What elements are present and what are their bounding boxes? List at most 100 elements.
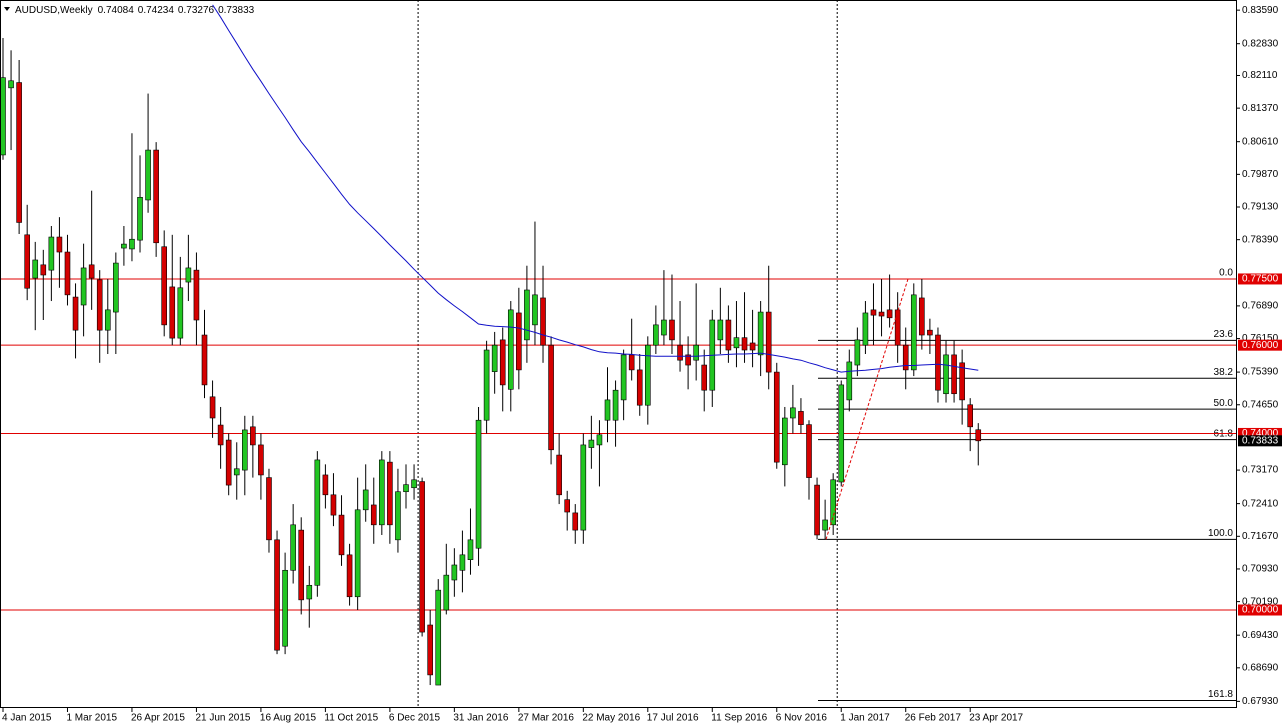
candle-body — [88, 264, 95, 279]
candle-body — [910, 294, 917, 371]
candle-body — [298, 529, 305, 601]
candle-body — [935, 334, 941, 391]
candle-body — [741, 337, 748, 351]
candle-body — [628, 354, 635, 371]
candle-body — [161, 246, 167, 326]
candle-body — [685, 354, 691, 366]
candle-body — [56, 236, 63, 253]
candle-body — [612, 389, 619, 421]
y-tick-label: 0.72410 — [1242, 498, 1279, 509]
candle-body — [967, 404, 974, 428]
y-tick-label: 0.82830 — [1242, 38, 1279, 49]
candle-body — [604, 399, 611, 421]
candle-body — [838, 384, 845, 483]
y-tick-label: 0.76890 — [1242, 301, 1279, 312]
fib-level-label: 0.0 — [1219, 268, 1233, 279]
candle-body — [451, 564, 458, 581]
y-tick-label: 0.73170 — [1242, 465, 1279, 476]
candle-body — [233, 468, 240, 476]
candle-body — [798, 411, 804, 425]
candle-body — [346, 554, 353, 598]
candle-body — [733, 337, 740, 349]
candle-body — [217, 424, 224, 446]
candle-body — [258, 444, 264, 476]
level-label: 0.74000 — [1242, 428, 1279, 439]
candle-body — [8, 80, 14, 89]
candle-body — [387, 461, 393, 526]
y-tick-label: 0.69430 — [1242, 630, 1279, 641]
x-tick-label: 11 Sep 2016 — [711, 713, 767, 724]
x-tick-label: 31 Jan 2016 — [453, 713, 508, 724]
candle-body — [403, 484, 409, 493]
high-value: 0.74234 — [138, 5, 175, 16]
candle-body — [620, 354, 627, 401]
candle-body — [975, 429, 982, 442]
candle-body — [467, 539, 474, 560]
low-value: 0.73276 — [178, 5, 215, 16]
candle-layer — [0, 4, 982, 686]
candle-body — [121, 243, 127, 249]
candle-body — [0, 77, 6, 156]
level-box — [1238, 273, 1282, 285]
fib-trend-line — [825, 278, 909, 540]
candle-body — [153, 149, 159, 244]
candle-body — [290, 524, 296, 571]
y-tick-label: 0.78390 — [1242, 234, 1279, 245]
fib-level-label: 38.2 — [1214, 367, 1234, 378]
candle-body — [427, 624, 433, 676]
y-tick-label: 0.75390 — [1242, 367, 1279, 378]
candle-body — [483, 349, 490, 421]
y-tick-label: 0.79870 — [1242, 169, 1279, 180]
candle-body — [411, 479, 417, 489]
menu-triangle — [4, 7, 10, 11]
x-tick-label: 17 Jul 2016 — [647, 713, 699, 724]
candle-body — [749, 342, 756, 351]
price-box — [1238, 435, 1282, 447]
candle-body — [185, 267, 192, 283]
candle-body — [72, 296, 79, 331]
level-label: 0.77500 — [1242, 274, 1279, 285]
candle-body — [274, 539, 280, 651]
candle-body — [580, 444, 587, 531]
y-tick-label: 0.74650 — [1242, 399, 1279, 410]
x-tick-label: 22 May 2016 — [582, 713, 640, 724]
candle-body — [636, 369, 643, 406]
y-tick-label: 0.67930 — [1242, 696, 1279, 707]
candle-body — [40, 264, 47, 276]
candle-body — [564, 499, 571, 513]
x-tick-label: 11 Oct 2015 — [324, 713, 378, 724]
price-label: 0.73833 — [1242, 435, 1279, 446]
y-tick-label: 0.68690 — [1242, 662, 1279, 673]
candle-body — [862, 312, 869, 346]
candle-body — [596, 434, 603, 446]
candle-body — [556, 454, 562, 496]
candle-body — [177, 287, 184, 339]
candle-body — [419, 481, 425, 633]
candle-body — [16, 82, 22, 223]
candle-body — [48, 236, 55, 271]
x-tick-label: 21 Jun 2015 — [195, 713, 250, 724]
candle-body — [959, 362, 965, 401]
candle-body — [886, 309, 893, 319]
level-box — [1238, 427, 1282, 439]
x-tick-label: 1 Jan 2017 — [840, 713, 890, 724]
close-value: 0.73833 — [218, 5, 255, 16]
candle-body — [330, 494, 337, 516]
candle-body — [104, 309, 111, 331]
level-label: 0.76000 — [1242, 340, 1279, 351]
candle-body — [443, 574, 450, 611]
chart-header: AUDUSD,Weekly 0.74084 0.74234 0.73276 0.7383… — [15, 5, 255, 16]
candle-body — [193, 269, 200, 321]
x-tick-label: 16 Aug 2015 — [260, 713, 317, 724]
candle-body — [524, 289, 530, 341]
x-tick-label: 26 Apr 2015 — [131, 713, 185, 724]
candle-body — [379, 459, 385, 526]
candle-body — [725, 319, 732, 351]
candle-body — [548, 344, 554, 451]
candle-body — [475, 419, 482, 549]
candle-body — [322, 474, 329, 496]
candle-body — [814, 484, 820, 536]
